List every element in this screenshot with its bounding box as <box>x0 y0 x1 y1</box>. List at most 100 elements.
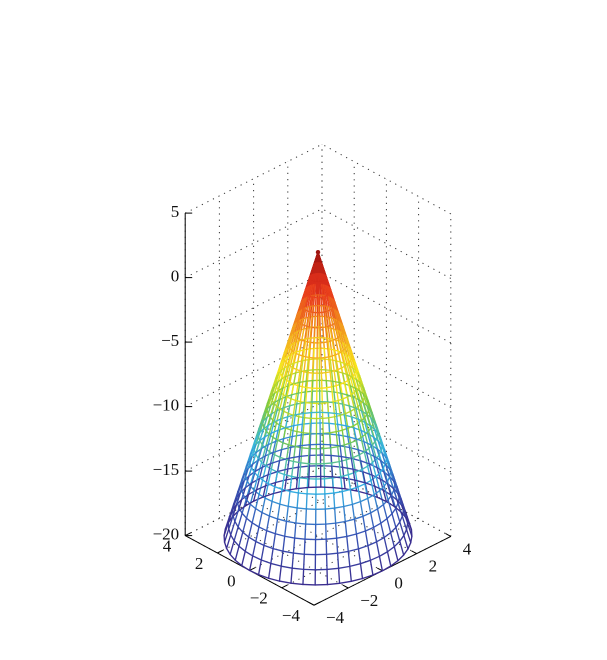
mesh-spoke-segment <box>286 365 291 382</box>
mesh-spoke-segment <box>267 432 272 446</box>
mesh-ring-segment <box>292 361 299 365</box>
mesh-spoke-segment <box>307 447 310 465</box>
mesh-spoke-segment <box>293 372 297 385</box>
mesh-spoke-segment <box>371 444 378 460</box>
mesh-spoke-segment <box>333 492 336 509</box>
mesh-spoke-segment <box>288 446 292 459</box>
mesh-ring-segment <box>353 427 362 432</box>
mesh-spoke-segment <box>309 326 313 344</box>
mesh-spoke-segment <box>333 416 337 433</box>
mesh-spoke-segment <box>245 503 251 519</box>
mesh-spoke-segment <box>272 440 277 454</box>
mesh-ring-segment <box>339 381 346 385</box>
mesh-ring-segment <box>272 436 279 441</box>
mesh-spoke-segment <box>282 376 287 389</box>
mesh-ring-segment <box>223 541 228 550</box>
mesh-spoke-segment <box>378 555 384 572</box>
mesh-ring-segment <box>346 533 358 538</box>
mesh-spoke-segment <box>257 447 263 461</box>
mesh-spoke-segment <box>276 503 281 520</box>
mesh-ring-segment <box>335 429 343 433</box>
floor-grid-line-y <box>249 501 387 571</box>
mesh-spoke-segment <box>277 378 283 392</box>
mesh-spoke-segment <box>281 473 285 490</box>
mesh-ring-segment <box>391 507 397 515</box>
mesh-ring-segment <box>258 526 268 532</box>
mesh-spoke-segment <box>270 383 276 398</box>
mesh-ring-segment <box>276 471 285 476</box>
mesh-ring-segment <box>339 361 346 365</box>
mesh-spoke-segment <box>337 567 341 585</box>
mesh-spoke-segment <box>290 567 293 584</box>
mesh-ring-segment <box>267 482 276 488</box>
mesh-ring-segment <box>285 459 295 463</box>
mesh-ring-segment <box>325 371 331 374</box>
mesh-spoke-segment <box>261 455 266 468</box>
mesh-ring-segment <box>292 552 305 555</box>
y-tick-label: 2 <box>195 554 204 573</box>
mesh-spoke-segment <box>279 407 284 420</box>
mesh-ring-segment <box>393 540 401 548</box>
mesh-spoke-segment <box>353 518 358 535</box>
mesh-spoke-segment <box>362 515 367 532</box>
mesh-spoke-segment <box>393 546 399 562</box>
mesh-spoke-segment <box>329 340 333 357</box>
mesh-spoke-segment <box>397 502 403 517</box>
mesh-spoke-segment <box>352 396 357 409</box>
mesh-ring-segment <box>244 500 255 507</box>
mesh-ring-segment <box>367 541 378 547</box>
mesh-spoke-segment <box>391 513 397 529</box>
mesh-ring-segment <box>351 500 362 506</box>
mesh-ring-segment <box>333 505 345 509</box>
mesh-spoke-segment <box>328 296 333 309</box>
mesh-spoke-segment <box>332 380 335 393</box>
mesh-spoke-segment <box>343 414 347 427</box>
mesh-spoke-segment <box>301 371 305 388</box>
mesh-ring-segment <box>325 537 338 540</box>
back-wall-grid-line-z <box>184 208 323 279</box>
mesh-ring-segment <box>297 384 303 388</box>
mesh-spoke-segment <box>342 349 348 366</box>
mesh-spoke-segment <box>367 432 372 446</box>
mesh-ring-segment <box>325 552 339 556</box>
mesh-spoke-segment <box>346 535 349 553</box>
mesh-spoke-segment <box>285 444 290 461</box>
mesh-spoke-segment <box>343 365 349 382</box>
mesh-ring-segment <box>390 560 399 567</box>
mesh-spoke-segment <box>354 387 360 401</box>
mesh-ring-segment <box>379 485 385 492</box>
mesh-spoke-segment <box>347 427 352 444</box>
mesh-spoke-segment <box>295 507 298 524</box>
mesh-ring-segment <box>241 512 248 519</box>
mesh-ring-segment <box>410 535 413 544</box>
mesh-ring-segment <box>287 505 298 509</box>
mesh-ring-segment <box>261 443 267 449</box>
mesh-ring-segment <box>280 446 292 451</box>
mesh-spoke-segment <box>357 422 362 439</box>
mesh-spoke-segment <box>366 465 372 482</box>
mesh-ring-segment <box>229 553 236 561</box>
mesh-ring-segment <box>395 521 401 529</box>
back-wall-grid-line-z <box>184 401 323 472</box>
mesh-spoke-segment <box>334 522 338 539</box>
mesh-ring-segment <box>332 380 340 384</box>
mesh-ring-segment <box>244 482 253 489</box>
mesh-spoke-segment <box>351 503 356 520</box>
mesh-spoke-segment <box>228 515 234 530</box>
mesh-spoke-segment <box>268 436 274 453</box>
mesh-spoke-segment <box>325 310 329 328</box>
z-tick-label: −10 <box>153 396 180 415</box>
mesh-ring-segment <box>325 522 337 525</box>
mesh-spoke-segment <box>322 284 326 297</box>
mesh-ring-segment <box>362 471 373 476</box>
y-tick-mark <box>281 584 288 589</box>
mesh-ring-segment <box>372 570 384 576</box>
mesh-spoke-segment <box>270 421 275 434</box>
mesh-spoke-segment <box>290 342 296 355</box>
z-tick-label: −15 <box>153 460 180 479</box>
mesh-spoke-segment <box>345 459 350 476</box>
mesh-ring-segment <box>357 544 369 550</box>
mesh-spoke-segment <box>338 340 343 354</box>
mesh-ring-segment <box>338 459 347 463</box>
